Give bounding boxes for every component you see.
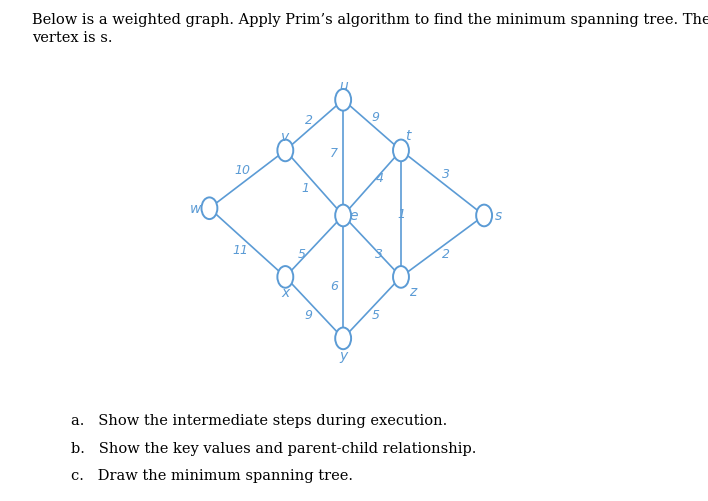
Text: 11: 11 (232, 244, 248, 257)
Text: 6: 6 (330, 280, 338, 293)
Text: 2: 2 (305, 114, 313, 127)
Ellipse shape (335, 328, 351, 350)
Ellipse shape (278, 267, 293, 288)
Text: 3: 3 (442, 168, 450, 181)
Text: 9: 9 (372, 110, 379, 123)
Text: 3: 3 (375, 247, 383, 261)
Text: 9: 9 (305, 309, 313, 322)
Text: 1: 1 (397, 208, 405, 221)
Text: y: y (339, 348, 348, 362)
Ellipse shape (335, 90, 351, 111)
Text: t: t (406, 129, 411, 143)
Text: z: z (409, 284, 416, 298)
Text: 1: 1 (301, 182, 309, 195)
Text: 10: 10 (234, 164, 250, 177)
Text: 5: 5 (297, 247, 306, 261)
Text: a.   Show the intermediate steps during execution.: a. Show the intermediate steps during ex… (71, 413, 447, 427)
Text: 7: 7 (330, 146, 338, 159)
Text: b.   Show the key values and parent-child relationship.: b. Show the key values and parent-child … (71, 441, 476, 455)
Ellipse shape (202, 198, 217, 219)
Ellipse shape (278, 140, 293, 162)
Text: w: w (190, 202, 201, 216)
Text: 4: 4 (375, 172, 383, 185)
Text: c.   Draw the minimum spanning tree.: c. Draw the minimum spanning tree. (71, 468, 353, 482)
Text: e: e (350, 209, 358, 223)
Text: v: v (281, 130, 290, 144)
Text: s: s (495, 209, 502, 223)
Text: x: x (281, 286, 290, 300)
Ellipse shape (476, 205, 492, 227)
Text: u: u (339, 79, 348, 93)
Ellipse shape (393, 140, 409, 162)
Text: 2: 2 (442, 247, 450, 261)
Ellipse shape (335, 205, 351, 227)
Ellipse shape (393, 267, 409, 288)
Text: Below is a weighted graph. Apply Prim’s algorithm to find the minimum spanning t: Below is a weighted graph. Apply Prim’s … (32, 13, 708, 45)
Text: 5: 5 (372, 309, 379, 322)
